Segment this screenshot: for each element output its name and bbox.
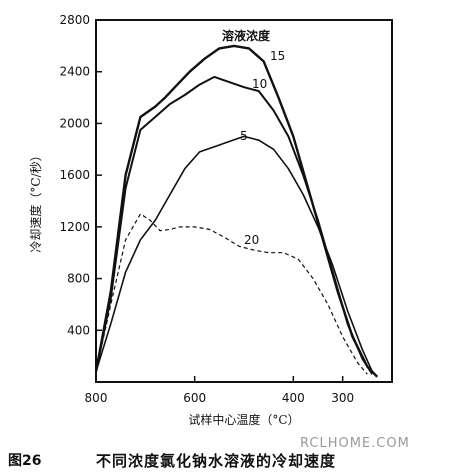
chart: 400 800 1200 1600 2000 2400 2800 800 600 400 300 冷… <box>28 13 393 427</box>
series-label-15: 15 <box>270 49 285 63</box>
y-axis-label: 冷却速度（°C/秒） <box>28 149 43 252</box>
ticks: 400 800 1200 1600 2000 2400 2800 800 600 400 300 <box>59 13 354 405</box>
series-label-20: 20 <box>244 233 259 247</box>
legend-title: 溶液浓度 <box>222 28 271 43</box>
caption-number: 图26 <box>8 453 42 469</box>
series-label-5: 5 <box>240 129 248 143</box>
series-lines <box>94 44 379 378</box>
series-line-5 <box>95 135 374 373</box>
y-tick-label: 2400 <box>59 65 90 79</box>
series-line-20 <box>95 213 368 375</box>
series-line-10 <box>95 75 374 375</box>
x-axis-label: 试样中心温度（°C） <box>188 412 299 427</box>
y-tick-label: 800 <box>67 272 90 286</box>
plot-frame <box>95 19 393 383</box>
y-tick-label: 1200 <box>59 220 90 234</box>
x-tick-label: 400 <box>282 391 305 405</box>
caption-text: 不同浓度氯化钠水溶液的冷却速度 <box>96 452 337 470</box>
y-tick-label: 1600 <box>59 168 90 182</box>
y-tick-label: 2800 <box>59 13 90 27</box>
x-tick-label: 800 <box>85 391 108 405</box>
x-tick-label: 600 <box>183 391 206 405</box>
axes <box>95 19 393 383</box>
series-label-10: 10 <box>252 77 267 91</box>
watermark: RCLHOME.COM <box>300 436 410 451</box>
y-tick-label: 2000 <box>59 116 90 130</box>
x-tick-label: 300 <box>331 391 354 405</box>
series-line-15 <box>94 44 379 378</box>
y-tick-label: 400 <box>67 323 90 337</box>
